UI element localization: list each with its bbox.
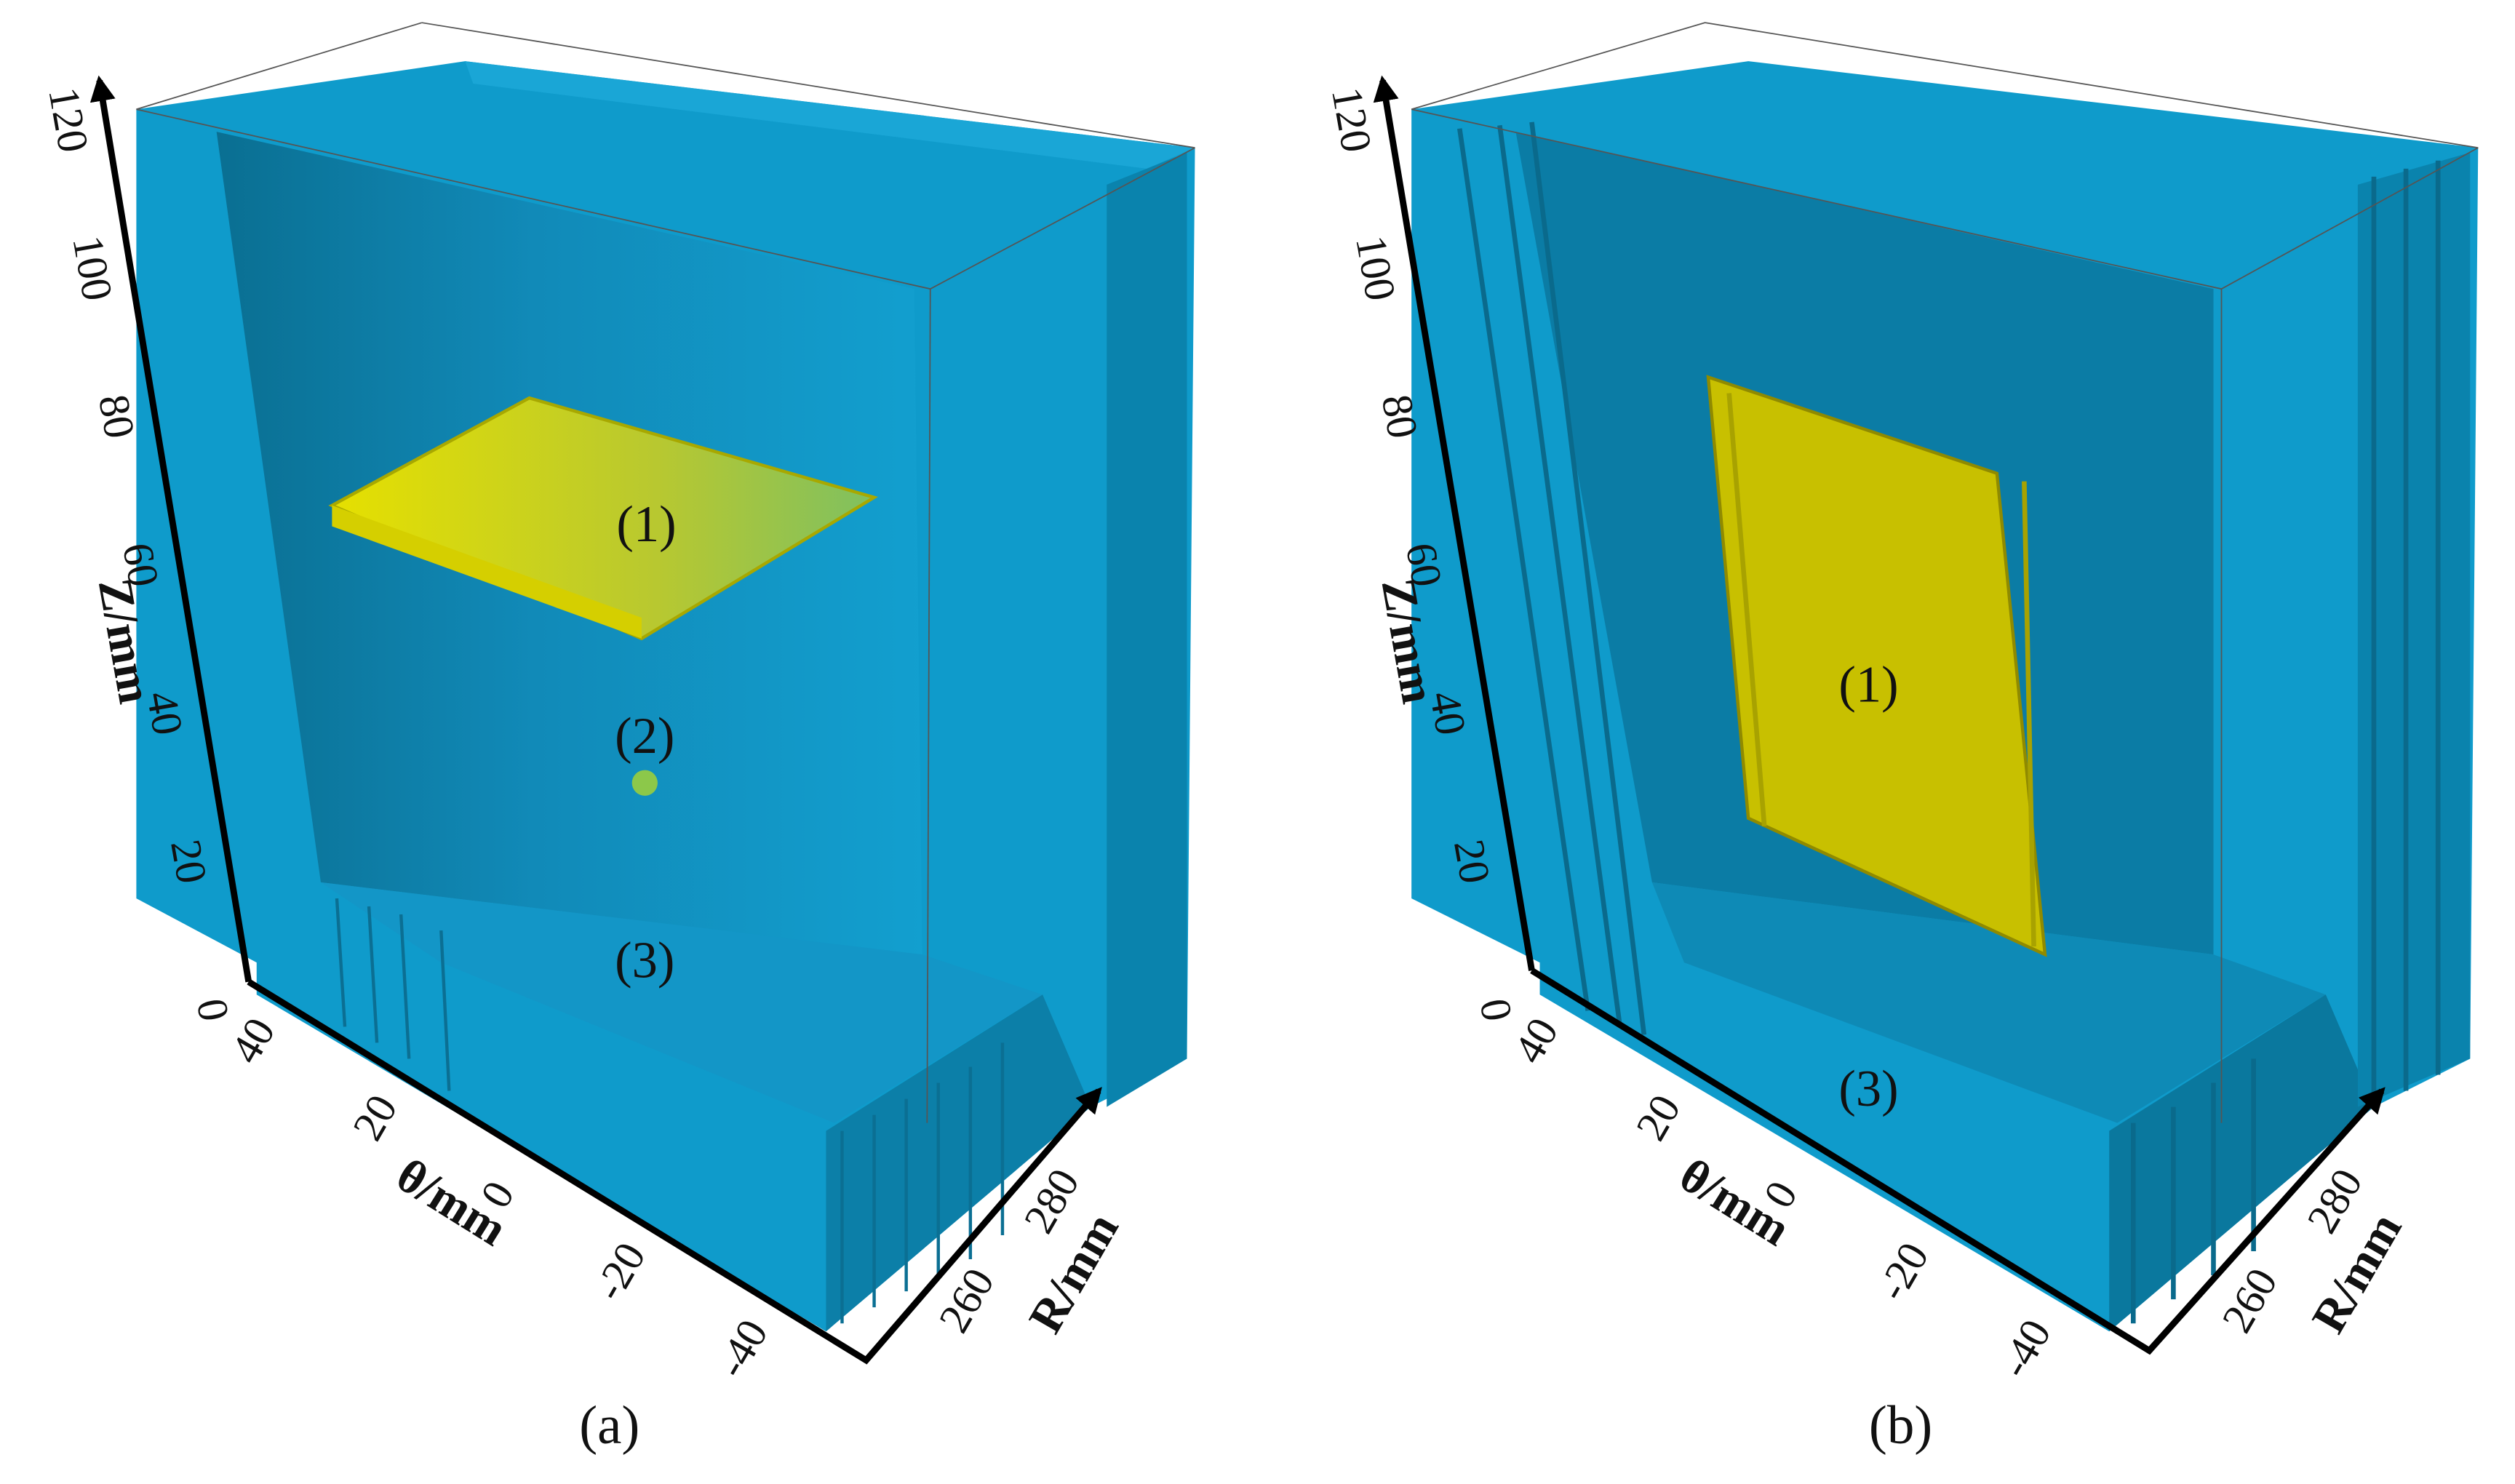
z-tick-label: 20 bbox=[1445, 836, 1499, 887]
z-tick-label: 40 bbox=[1421, 687, 1475, 738]
z-tick-label: 0 bbox=[188, 995, 239, 1025]
z-tick-label: 60 bbox=[1397, 539, 1451, 590]
theta-tick-label: 40 bbox=[221, 1010, 284, 1072]
panel-a-model bbox=[136, 22, 1195, 1332]
theta-tick-label: 20 bbox=[343, 1087, 407, 1149]
theta-axis-label: θ/mm bbox=[1670, 1149, 1799, 1256]
region-label: (3) bbox=[615, 933, 674, 989]
region-label: (2) bbox=[615, 708, 674, 765]
theta-tick-label: -20 bbox=[584, 1234, 655, 1309]
z-tick-label: 80 bbox=[1373, 391, 1427, 442]
theta-tick-label: 20 bbox=[1627, 1087, 1690, 1149]
z-tick-label: 40 bbox=[137, 687, 192, 738]
region-label: (3) bbox=[1838, 1061, 1898, 1117]
z-tick-label: 120 bbox=[39, 84, 98, 156]
theta-tick-label: -40 bbox=[706, 1312, 777, 1386]
theta-tick-label: -40 bbox=[1990, 1312, 2060, 1386]
z-tick-label: 80 bbox=[89, 391, 144, 442]
z-tick-label: 0 bbox=[1471, 995, 1522, 1025]
theta-tick-label: 40 bbox=[1504, 1010, 1568, 1072]
z-tick-label: 100 bbox=[63, 232, 122, 304]
z-tick-label: 60 bbox=[113, 539, 168, 590]
region-label: (1) bbox=[1838, 657, 1898, 714]
z-tick-label: 100 bbox=[1347, 232, 1406, 304]
z-tick-label: 20 bbox=[162, 836, 216, 887]
panel-caption: (b) bbox=[1869, 1395, 1932, 1456]
z-tick-label: 120 bbox=[1323, 84, 1382, 156]
panel-b-model bbox=[1411, 22, 2479, 1332]
panel-caption: (a) bbox=[579, 1395, 639, 1456]
region-label: (1) bbox=[616, 496, 676, 553]
theta-tick-label: -20 bbox=[1868, 1234, 1938, 1309]
theta-axis-label: θ/mm bbox=[387, 1149, 516, 1256]
axes bbox=[89, 75, 2386, 1365]
